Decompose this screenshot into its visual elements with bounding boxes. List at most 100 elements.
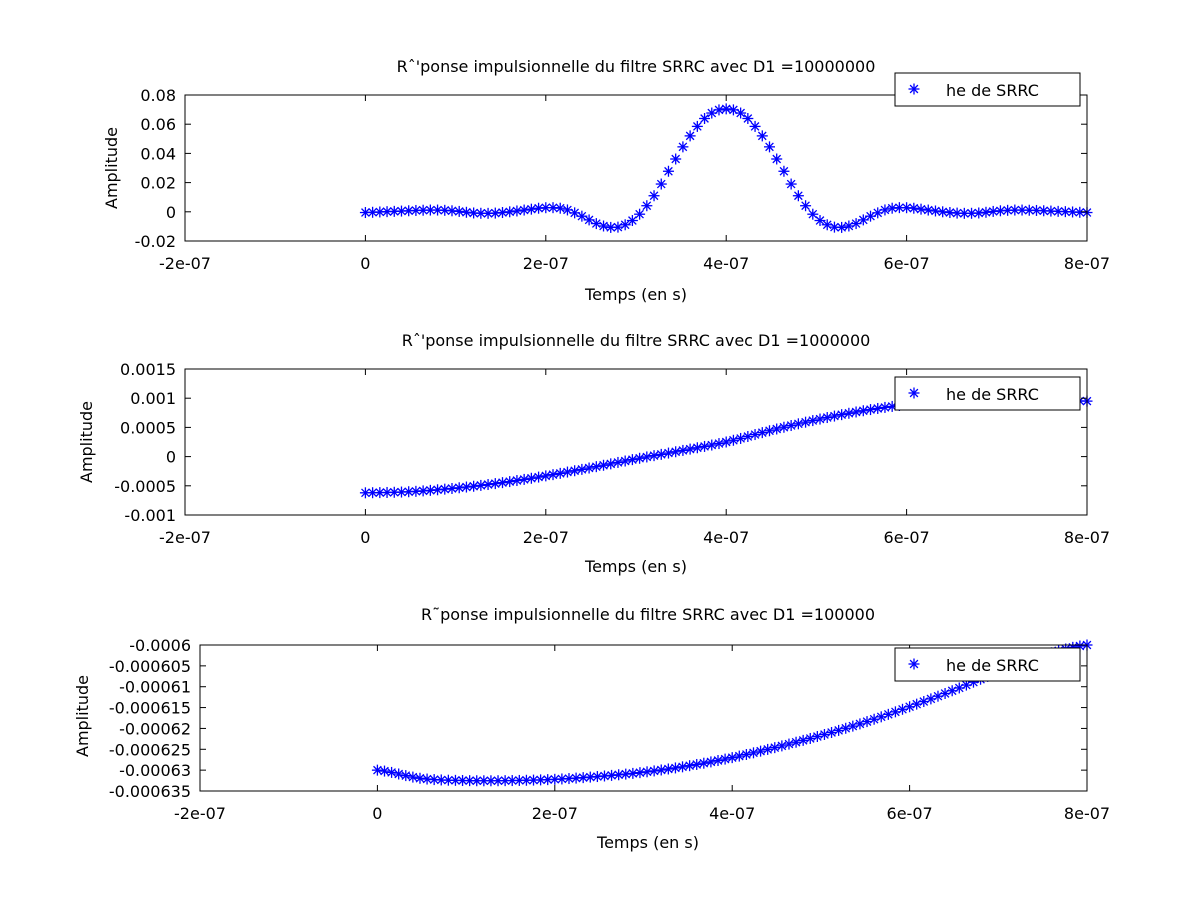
y-tick-label: 0.08 [140,86,176,105]
subplot-3-x-axis-label: Temps (en s) [596,833,699,852]
data-point [785,420,797,432]
data-point [776,740,788,752]
subplot-3-legend: he de SRRC [894,647,1081,682]
data-point [814,413,826,425]
data-point [843,407,855,419]
y-tick-label: -0.000635 [109,782,191,801]
data-point [400,770,412,782]
data-point [747,747,759,759]
data-point [612,221,624,233]
data-point [684,443,696,455]
data-point [403,486,415,498]
data-point [554,202,566,214]
data-point [626,454,638,466]
data-point [421,773,433,785]
subplot-2-title: Rˆ'ponse impulsionnelle du filtre SRRC a… [402,331,871,350]
data-point [684,130,696,142]
data-point [929,205,941,217]
data-point [833,724,845,736]
data-point [525,203,537,215]
data-point [482,207,494,219]
data-point [648,765,660,777]
x-tick-label: 0 [360,254,370,273]
data-point [489,478,501,490]
x-tick-label: 8e-07 [1064,528,1110,547]
subplot-2: Rˆ'ponse impulsionnelle du filtre SRRC a… [77,331,1110,576]
data-point [634,767,646,779]
data-point [670,153,682,165]
data-point [475,207,487,219]
x-tick-label: 4e-07 [703,528,749,547]
data-point [489,207,501,219]
data-point [828,410,840,422]
data-point [797,734,809,746]
data-point [720,103,732,115]
data-point [612,456,624,468]
subplot-2-legend-label: he de SRRC [946,385,1039,404]
data-point [771,423,783,435]
subplot-3-legend-box [894,647,1081,682]
data-point [371,764,383,776]
data-point [826,726,838,738]
data-point [605,458,617,470]
x-tick-label: 6e-07 [887,804,933,823]
data-point [922,204,934,216]
data-point [792,190,804,202]
data-point [684,760,696,772]
data-point [937,206,949,218]
x-tick-label: 8e-07 [1064,804,1110,823]
data-point [497,207,509,219]
data-point [655,178,667,190]
data-point [854,718,866,730]
subplot-1-x-axis-label: Temps (en s) [584,285,687,304]
data-point [634,452,646,464]
data-point [641,766,653,778]
data-point [946,685,958,697]
data-point [669,762,681,774]
data-point [662,447,674,459]
x-tick-label: 0 [360,528,370,547]
data-point [378,765,390,777]
data-point [762,743,774,755]
data-point [395,205,407,217]
y-tick-label: 0.0005 [120,418,176,437]
subplot-3-title: R˜ponse impulsionnelle du filtre SRRC av… [421,605,875,624]
data-point [818,729,830,741]
data-point [733,750,745,762]
data-point [547,469,559,481]
data-point [836,221,848,233]
data-point [504,206,516,218]
subplot-2-legend-marker [908,387,920,399]
data-point [706,439,718,451]
x-tick-label: 0 [372,804,382,823]
data-point [807,208,819,220]
subplot-2-axes-frame [184,368,1088,516]
data-point [847,720,859,732]
data-point [648,190,660,202]
data-point [367,206,379,218]
data-point [756,130,768,142]
x-tick-label: 2e-07 [523,528,569,547]
subplot-2-x-ticks: -2e-07 0 2e-07 4e-07 6e-07 8e-07 [159,369,1110,547]
data-point [763,141,775,153]
x-tick-label: -2e-07 [159,528,211,547]
data-point [677,444,689,456]
subplot-1-plot-area [359,103,1093,233]
data-point [475,479,487,491]
data-point [740,748,752,760]
data-point [840,722,852,734]
data-point [800,200,812,212]
x-tick-label: 8e-07 [1064,254,1110,273]
subplot-2-legend: he de SRRC [894,376,1081,411]
data-point [439,483,451,495]
subplot-3-y-axis-label: Amplitude [73,675,92,757]
data-point [435,774,447,786]
data-point [583,462,595,474]
y-tick-label: 0.02 [140,174,176,193]
data-point [735,107,747,119]
data-point [756,427,768,439]
data-point [726,752,738,764]
data-point [670,446,682,458]
data-point [453,482,465,494]
